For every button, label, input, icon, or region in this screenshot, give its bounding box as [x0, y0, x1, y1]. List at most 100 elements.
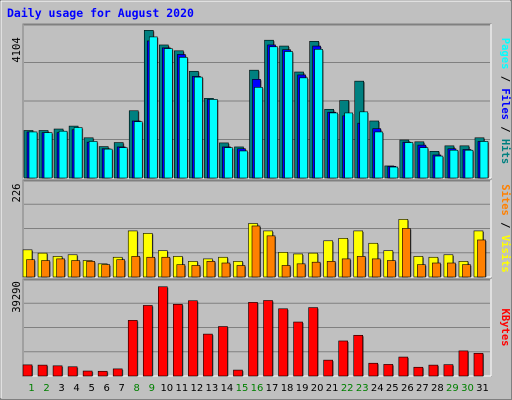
hits-files-pages-pages-bar-28	[434, 155, 444, 179]
kbytes-kbytes-bar-25	[383, 364, 394, 377]
kbytes-kbytes-bar-22	[338, 340, 348, 377]
chart-title: Daily usage for August 2020	[7, 6, 194, 20]
hits-files-pages-pages-bar-17	[269, 46, 278, 179]
day-label-25: 25	[386, 383, 399, 394]
kbytes-kbytes-bar-10	[158, 286, 168, 377]
visits-sites-sites-bar-19	[296, 263, 306, 278]
kbytes-kbytes-bar-1	[22, 364, 33, 377]
hits-panel-ymax-label: 4104	[11, 37, 23, 62]
hits-files-pages-pages-bar-31	[479, 141, 489, 179]
day-label-4: 4	[73, 383, 79, 394]
day-label-23: 23	[356, 383, 369, 394]
day-label-13: 13	[206, 383, 219, 394]
day-label-9: 9	[149, 383, 155, 394]
hits-files-pages-legend-separator-1: /	[499, 69, 511, 88]
hits-files-pages-pages-bar-30	[464, 149, 474, 179]
day-label-8: 8	[134, 383, 140, 394]
visits-sites-legend-separator-1: /	[499, 216, 511, 235]
visits-sites-sites-bar-27	[417, 264, 426, 278]
day-label-27: 27	[416, 383, 429, 394]
hits-files-pages-pages-bar-26	[404, 142, 414, 179]
day-label-7: 7	[119, 383, 125, 394]
kbytes-kbytes-bar-15	[233, 369, 243, 377]
hits-files-pages-pages-bar-14	[224, 147, 233, 179]
kbytes-kbytes-bar-31	[473, 352, 484, 377]
hits-files-pages-pages-bar-11	[179, 57, 188, 179]
visits-sites-sites-bar-10	[161, 256, 171, 278]
visits-sites-sites-bar-6	[101, 264, 110, 278]
day-label-24: 24	[371, 383, 384, 394]
day-label-22: 22	[341, 383, 354, 394]
kbytes-kbytes-bar-4	[67, 366, 78, 377]
day-label-10: 10	[160, 383, 173, 394]
hits-files-pages-pages-bar-4	[73, 127, 83, 179]
visits-sites-sites-bar-14	[221, 262, 231, 278]
hits-files-pages-pages-bar-23	[359, 111, 369, 179]
kbytes-kbytes-bar-6	[97, 370, 108, 377]
day-label-14: 14	[221, 383, 234, 394]
visits-sites-legend-sites: Sites	[499, 184, 511, 216]
hits-files-pages-pages-bar-13	[209, 99, 218, 179]
hits-files-pages-pages-bar-6	[103, 148, 113, 179]
visits-sites-sites-bar-7	[116, 259, 126, 278]
visits-sites-legend-visits: Visits	[499, 235, 511, 273]
kbytes-panel	[22, 278, 492, 377]
visits-sites-sites-bar-31	[477, 239, 486, 278]
hits-files-pages-legend-files: Files	[499, 88, 511, 120]
visits-sites-sites-bar-20	[311, 261, 321, 278]
kbytes-kbytes-bar-20	[308, 307, 318, 377]
visits-sites-sites-bar-15	[236, 265, 246, 278]
kbytes-kbytes-bar-11	[173, 303, 183, 377]
visits-sites-sites-bar-18	[281, 265, 291, 278]
kbytes-kbytes-bar-29	[443, 364, 454, 377]
kbytes-kbytes-bar-16	[248, 302, 258, 377]
hits-files-pages-pages-bar-21	[329, 112, 338, 179]
kbytes-kbytes-bar-8	[127, 320, 138, 377]
day-label-29: 29	[446, 383, 459, 394]
kbytes-kbytes-bar-28	[428, 364, 439, 377]
kbytes-panel-ymax-label: 39290	[11, 281, 23, 313]
visits-sites-panel	[22, 179, 492, 278]
visits-sites-sites-bar-8	[131, 256, 141, 278]
visits-sites-sites-bar-12	[191, 265, 201, 278]
visits-sites-sites-bar-5	[86, 261, 95, 278]
hits-files-pages-pages-bar-8	[133, 121, 143, 179]
day-label-31: 31	[476, 383, 489, 394]
hits-files-pages-panel	[22, 23, 492, 179]
hits-files-pages-pages-bar-10	[164, 48, 173, 179]
kbytes-legend-text: KBytes	[499, 309, 511, 347]
visits-sites-sites-bar-25	[386, 260, 396, 278]
hits-files-pages-pages-bar-2	[43, 132, 53, 179]
hits-files-pages-pages-bar-22	[344, 112, 353, 179]
visits-sites-sites-bar-2	[41, 260, 50, 278]
hits-files-pages-legend-pages: Pages	[499, 38, 511, 70]
hits-files-pages-legend-hits: Hits	[499, 139, 511, 164]
kbytes-kbytes-bar-18	[278, 308, 288, 377]
day-label-30: 30	[461, 383, 474, 394]
kbytes-kbytes-bar-7	[112, 368, 123, 377]
kbytes-kbytes-bar-26	[398, 356, 409, 377]
visits-sites-sites-bar-28	[432, 262, 441, 278]
hits-files-pages-pages-bar-25	[389, 166, 399, 179]
hits-files-pages-pages-bar-15	[239, 150, 248, 179]
hits-files-pages-pages-bar-3	[58, 130, 68, 179]
day-label-19: 19	[296, 383, 309, 394]
hits-files-pages-pages-bar-1	[28, 131, 38, 179]
visits-sites-sites-bar-17	[266, 235, 276, 278]
visits-sites-sites-bar-9	[146, 256, 156, 278]
visits-sites-sites-bar-29	[447, 262, 456, 278]
day-label-18: 18	[281, 383, 294, 394]
kbytes-kbytes-bar-24	[368, 362, 379, 377]
day-label-12: 12	[191, 383, 204, 394]
hits-files-pages-pages-bar-29	[449, 149, 459, 179]
day-axis-labels: 1 2 3 4 5 6 7 8 9 10 11 12 13 14 15 16 17 18 19 20 21 22 23 24 2…	[28, 383, 489, 394]
visits-sites-sites-bar-26	[402, 228, 411, 278]
visits-sites-sites-bar-1	[26, 259, 35, 278]
visits-sites-sites-bar-13	[206, 261, 216, 278]
kbytes-kbytes-bar-19	[293, 321, 303, 377]
hits-panel-legend: Pages / Files / Hits	[499, 38, 511, 164]
hits-files-pages-pages-bar-16	[254, 87, 263, 179]
visits-sites-sites-bar-30	[462, 264, 471, 278]
visits-panel-legend: Sites / Visits	[499, 184, 511, 273]
hits-files-pages-pages-bar-7	[118, 147, 128, 179]
